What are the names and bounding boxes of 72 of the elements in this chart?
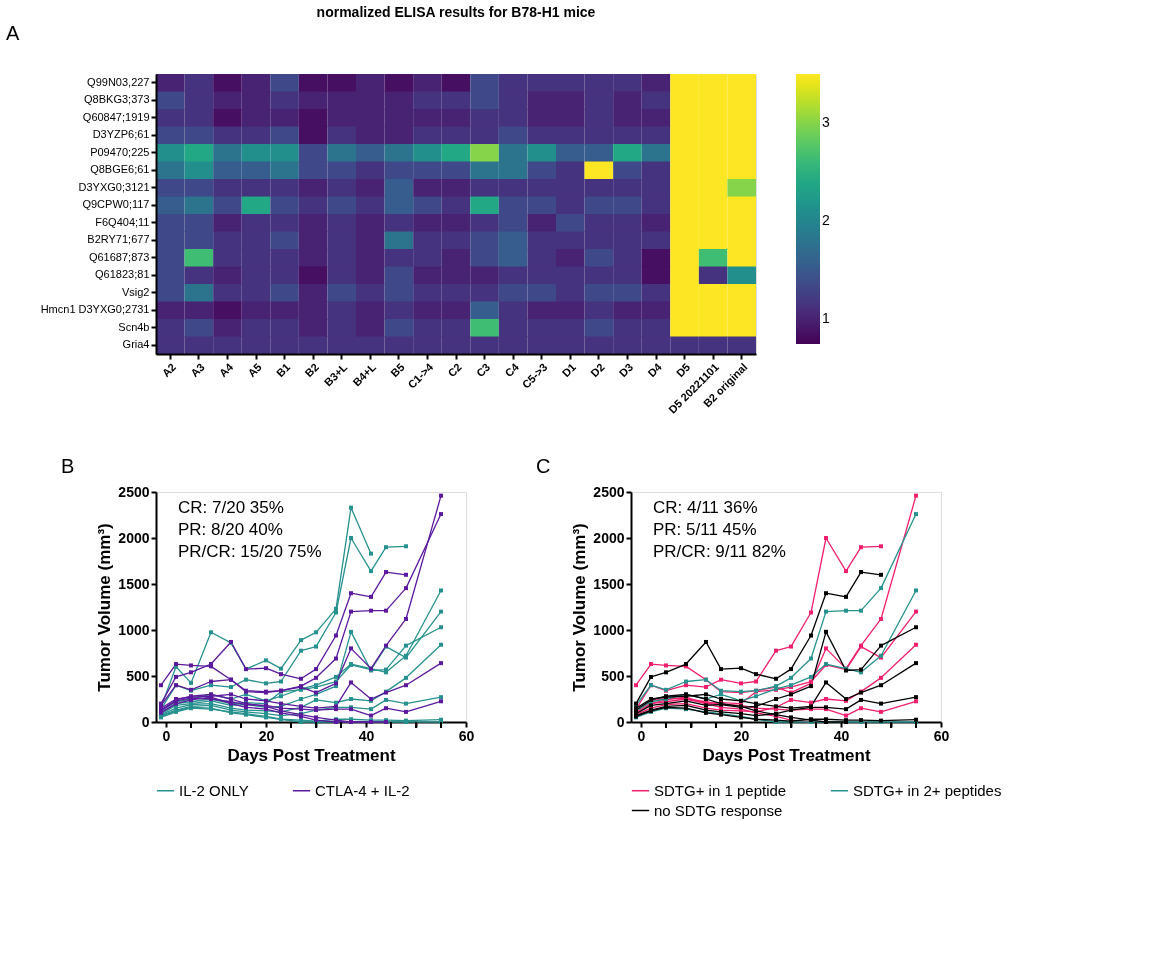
x-tick-label: B2 xyxy=(302,360,321,380)
y-tick-label: 1500 xyxy=(593,575,625,592)
y-tick-label: 1000 xyxy=(118,621,150,638)
y-tick-label: Q99N03,227 xyxy=(87,75,150,88)
text: B xyxy=(61,455,75,477)
x-tick-label: 60 xyxy=(458,727,475,744)
x-tick-label: D2 xyxy=(588,360,607,380)
y-tick-label: D3YXG0;3121 xyxy=(78,180,150,193)
annotation: CR: 7/20 35% xyxy=(178,498,284,517)
y-tick-label: Q8BGE6;61 xyxy=(90,163,150,176)
y-tick-label: 2000 xyxy=(118,529,150,546)
x-tick-label: B1 xyxy=(273,360,293,380)
x-tick-label: C2 xyxy=(445,360,464,380)
x-tick-label: D1 xyxy=(559,360,579,380)
y-tick-label: F6Q404;11 xyxy=(95,215,150,228)
y-tick-label: Gria4 xyxy=(122,338,150,351)
y-tick-label: D3YZP6;61 xyxy=(92,128,150,141)
y-tick-label: 2500 xyxy=(593,483,625,500)
text: A xyxy=(6,22,20,44)
color-bar-label: 2 xyxy=(822,212,830,229)
y-tick-label: Vsig2 xyxy=(121,285,150,298)
annotation: CR: 4/11 36% xyxy=(653,498,758,517)
color-bar-label: 3 xyxy=(822,114,830,131)
y-tick-label: 0 xyxy=(616,713,625,730)
y-tick-label: B2RY71;677 xyxy=(87,233,150,246)
annotation: PR: 8/20 40% xyxy=(178,520,283,539)
y-tick-label: 500 xyxy=(601,667,625,684)
y-tick-label: Q60847;1919 xyxy=(82,110,150,123)
y-tick-label: 500 xyxy=(126,667,150,684)
legend-label: SDTG+ in 2+ peptides xyxy=(853,781,1002,799)
y-axis-title: Tumor Volume (mm³) xyxy=(570,523,590,692)
y-tick-label: Scn4b xyxy=(118,320,150,333)
legend-label: IL-2 ONLY xyxy=(179,781,249,799)
y-tick-label: 1500 xyxy=(118,575,150,592)
x-tick-label: D3 xyxy=(616,360,636,380)
x-tick-label: A2 xyxy=(159,360,179,380)
y-axis-title: Tumor Volume (mm³) xyxy=(95,523,115,692)
y-tick-label: 2500 xyxy=(118,483,150,500)
x-axis-title: Days Post Treatment xyxy=(227,745,396,765)
x-tick-label: 0 xyxy=(162,727,171,744)
x-tick-label: 60 xyxy=(933,727,950,744)
legend-label: SDTG+ in 1 peptide xyxy=(654,781,787,799)
y-tick-label: 1000 xyxy=(593,621,625,638)
x-tick-label: B5 xyxy=(388,360,407,380)
x-tick-label: 20 xyxy=(733,727,750,744)
annotation: PR/CR: 15/20 75% xyxy=(178,542,322,561)
x-axis-title: Days Post Treatment xyxy=(702,745,871,765)
x-tick-label: A5 xyxy=(245,360,264,380)
y-tick-label: Q61687;873 xyxy=(88,250,150,263)
chart-title: normalized ELISA results for B78-H1 mice xyxy=(316,4,596,20)
x-tick-label: C3 xyxy=(473,360,493,380)
color-bar-label: 1 xyxy=(822,310,830,327)
y-tick-label: Hmcn1 D3YXG0;2731 xyxy=(40,303,150,316)
x-tick-label: 40 xyxy=(833,727,850,744)
text: C xyxy=(536,455,551,477)
x-tick-label: A4 xyxy=(216,360,236,380)
y-tick-label: Q8BKG3;373 xyxy=(84,93,150,106)
legend-label: CTLA-4 + IL-2 xyxy=(315,781,410,799)
x-tick-label: 20 xyxy=(258,727,275,744)
x-tick-label: A3 xyxy=(188,360,207,380)
y-tick-label: Q9CPW0;117 xyxy=(82,198,150,211)
y-tick-label: P09470;225 xyxy=(90,145,150,158)
x-tick-label: 0 xyxy=(637,727,646,744)
y-tick-label: 0 xyxy=(141,713,150,730)
x-tick-label: D4 xyxy=(645,360,665,380)
annotation: PR: 5/11 45% xyxy=(653,520,757,539)
legend-label: no SDTG response xyxy=(654,801,783,819)
y-tick-label: Q61823;81 xyxy=(95,268,150,281)
annotation: PR/CR: 9/11 82% xyxy=(653,542,786,561)
x-tick-label: 40 xyxy=(358,727,375,744)
y-tick-label: 2000 xyxy=(593,529,625,546)
x-tick-label: C4 xyxy=(502,360,522,380)
